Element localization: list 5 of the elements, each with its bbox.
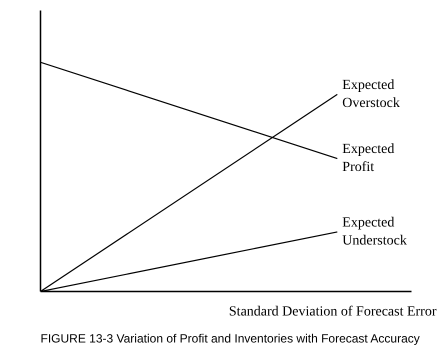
text: FIGURE 13-3 Variation of Profit and Inventories with Forecast Accuracy (40, 332, 420, 346)
x-axis-title: Standard Deviation of Forecast Error (228, 304, 437, 320)
series-label: Expected Profit (342, 142, 394, 176)
series-label: Expected Overstock (342, 78, 400, 111)
series-label: Expected Understock (342, 215, 407, 248)
